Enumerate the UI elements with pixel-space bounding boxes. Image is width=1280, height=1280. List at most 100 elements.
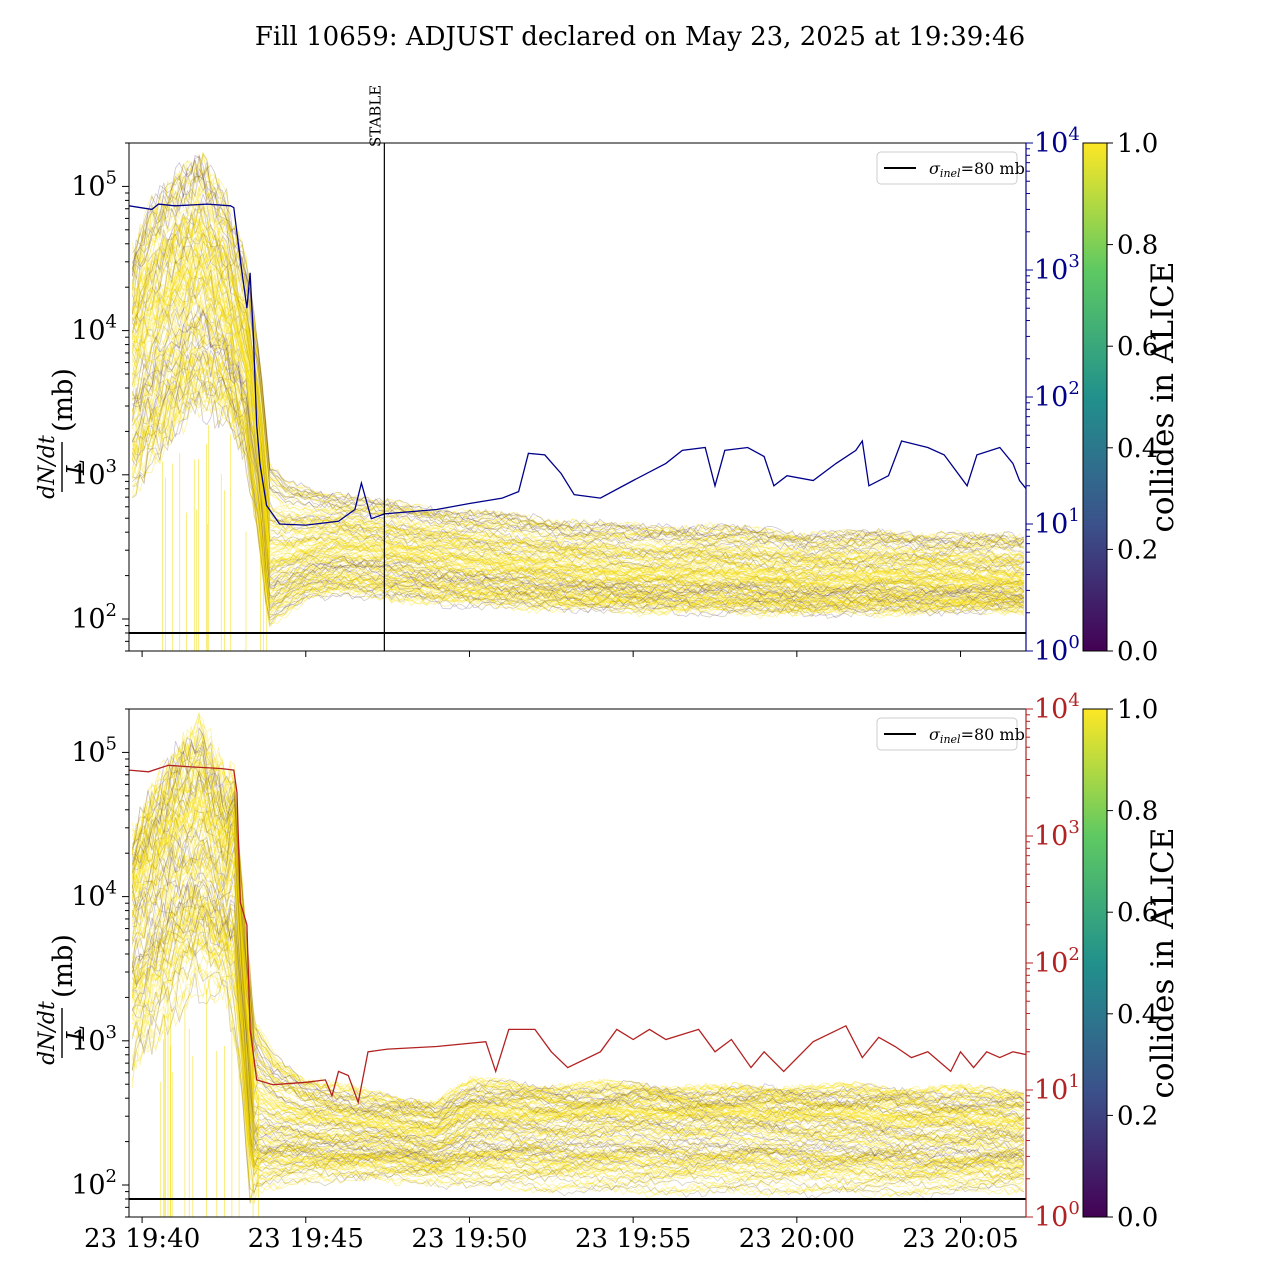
- rate-trace: [131, 214, 1025, 568]
- colorbar-tick-label: 0.6: [1117, 332, 1158, 362]
- rate-trace: [131, 878, 1025, 1162]
- rate-trace: [131, 368, 1025, 611]
- rate-trace: [131, 819, 1025, 1140]
- colorbar-tick-label: 0.6: [1117, 898, 1158, 928]
- rate-trace: [131, 727, 1025, 1109]
- stable-marker-label: STABLE: [366, 85, 384, 147]
- rate-trace: [131, 154, 1025, 545]
- rate-trace: [131, 887, 1025, 1167]
- colorbar-tick-label: 0.2: [1117, 535, 1158, 565]
- rate-trace: [131, 201, 1025, 566]
- rate-trace: [131, 860, 1025, 1157]
- rate-trace: [131, 193, 1025, 564]
- rate-trace: [131, 184, 1025, 557]
- rate-trace: [131, 282, 1025, 592]
- rate-trace: [131, 861, 1025, 1154]
- colorbar-tick-label: 0.8: [1117, 231, 1158, 261]
- rate-trace: [131, 330, 1025, 600]
- rate-trace: [131, 745, 1025, 1120]
- rate-trace: [131, 192, 1025, 563]
- rate-trace: [131, 839, 1025, 1148]
- legend-box: [876, 151, 1018, 185]
- top-panel: STABLE 102 103 104 105 100 101 102 103 104 dN/dt L (…: [35, 85, 1181, 667]
- rate-trace: [132, 899, 1025, 1166]
- rate-trace: [131, 249, 1025, 578]
- rate-trace: [132, 934, 1025, 1185]
- y-tick-label: 105: [71, 733, 117, 768]
- rate-trace: [131, 804, 1025, 1139]
- rate-trace: [131, 365, 1025, 613]
- rate-trace: [131, 945, 1025, 1188]
- rate-trace: [131, 175, 1025, 555]
- rate-trace: [131, 186, 1025, 557]
- rate-trace: [131, 904, 1025, 1172]
- rate-trace: [131, 739, 1025, 1113]
- y-label-unit: (mb): [48, 934, 79, 998]
- rate-trace: [131, 244, 1025, 584]
- rate-trace: [131, 167, 1025, 555]
- rate-trace: [131, 888, 1025, 1164]
- rate-trace: [131, 876, 1025, 1159]
- rate-trace: [131, 172, 1025, 549]
- rate-trace: [131, 745, 1024, 1116]
- rate-trace: [131, 941, 1025, 1182]
- figure-title: Fill 10659: ADJUST declared on May 23, 2…: [255, 22, 1025, 52]
- rate-trace: [132, 852, 1025, 1152]
- rate-trace: [131, 305, 1025, 599]
- rate-trace: [132, 334, 1025, 602]
- rate-trace: [131, 263, 1025, 584]
- rate-trace: [131, 253, 1025, 586]
- rate-trace: [132, 721, 1025, 1110]
- rate-trace: [131, 266, 1025, 587]
- rate-trace: [131, 938, 1025, 1184]
- rate-trace: [131, 326, 1025, 602]
- rate-trace: [131, 245, 1025, 578]
- rate-trace: [131, 388, 1025, 618]
- rate-trace: [132, 218, 1025, 575]
- x-tick-label: 23 19:50: [411, 1224, 527, 1254]
- rate-trace: [131, 972, 1025, 1204]
- y2-tick-label: 102: [1034, 944, 1080, 979]
- rate-trace: [131, 797, 1025, 1135]
- rate-trace: [131, 165, 1025, 548]
- rate-trace: [131, 276, 1025, 592]
- rate-trace: [131, 288, 1025, 593]
- rate-trace: [131, 166, 1025, 552]
- rate-trace: [132, 203, 1025, 566]
- rate-trace: [132, 891, 1025, 1168]
- rate-trace: [131, 837, 1025, 1151]
- rate-band: [131, 712, 1025, 1217]
- legend: σinel=80 mb: [876, 151, 1025, 185]
- colorbar-tick-label: 1.0: [1117, 129, 1158, 159]
- rate-trace: [132, 354, 1025, 609]
- rate-trace: [132, 761, 1025, 1121]
- rate-trace: [131, 742, 1025, 1109]
- rate-trace: [131, 254, 1025, 586]
- rate-trace: [131, 927, 1025, 1177]
- rate-trace: [131, 783, 1025, 1131]
- legend-box: [876, 717, 1018, 751]
- rate-trace: [131, 151, 1025, 543]
- rate-trace: [131, 922, 1025, 1179]
- rate-trace: [131, 226, 1025, 572]
- rate-trace: [131, 883, 1025, 1162]
- colorbar-gradient: [1082, 708, 1108, 1218]
- rate-trace: [131, 936, 1025, 1179]
- rate-band: [131, 151, 1025, 651]
- rate-trace: [131, 254, 1025, 585]
- rate-trace: [131, 303, 1025, 597]
- rate-trace: [131, 203, 1025, 566]
- rate-trace: [132, 299, 1025, 596]
- rate-trace: [131, 802, 1025, 1137]
- rate-trace: [131, 907, 1025, 1172]
- rate-trace: [131, 245, 1025, 579]
- rate-trace: [132, 918, 1025, 1176]
- rate-trace: [131, 937, 1025, 1182]
- rate-trace: [131, 321, 1025, 599]
- rate-trace: [132, 353, 1025, 610]
- rate-trace: [131, 811, 1025, 1139]
- rate-trace: [131, 940, 1025, 1194]
- rate-trace: [131, 769, 1025, 1129]
- rate-trace: [131, 385, 1025, 620]
